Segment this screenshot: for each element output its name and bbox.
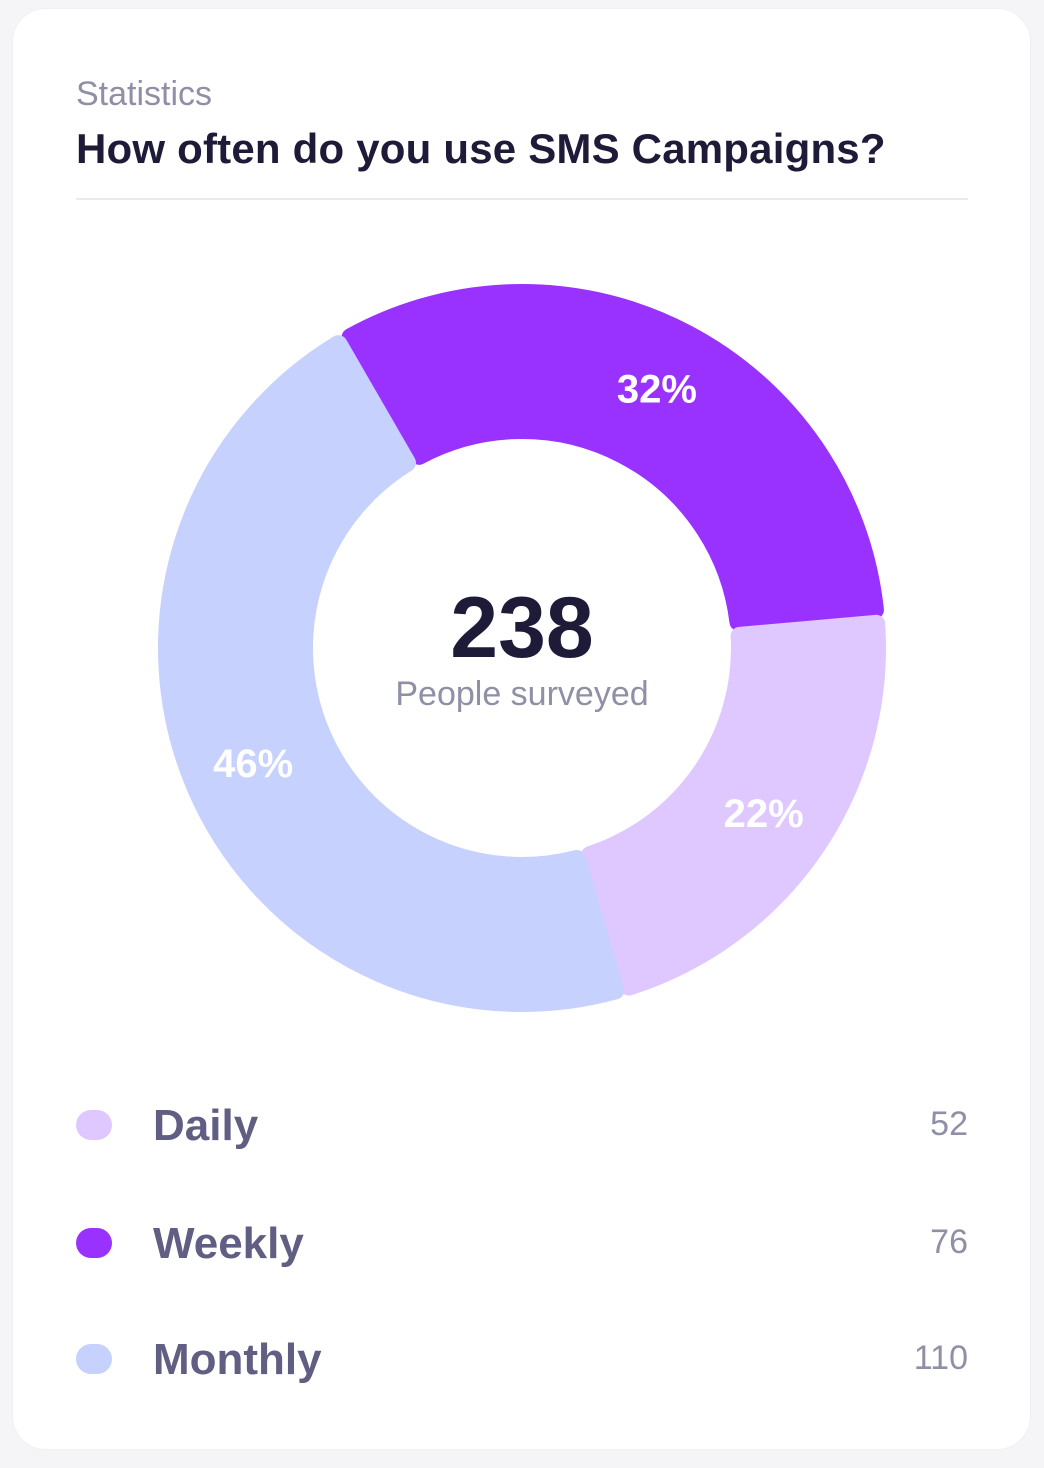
total-count: 238: [450, 580, 594, 676]
legend-value: 110: [913, 1339, 968, 1377]
title-divider: [76, 198, 968, 200]
legend-dot-daily: [76, 1110, 112, 1140]
legend-value: 52: [930, 1105, 968, 1143]
legend-item-monthly: Monthly 110: [76, 1330, 968, 1390]
legend-item-weekly: Weekly 76: [76, 1214, 968, 1274]
donut-label-daily: 22%: [724, 792, 804, 836]
donut-label-monthly: 46%: [213, 742, 293, 786]
card-eyebrow: Statistics: [76, 75, 213, 113]
card-title: How often do you use SMS Campaigns?: [76, 125, 886, 172]
total-caption: People surveyed: [395, 675, 649, 713]
legend-value: 76: [930, 1223, 968, 1261]
legend-label: Monthly: [153, 1335, 322, 1384]
legend-item-daily: Daily 52: [76, 1096, 968, 1156]
legend-dot-weekly: [76, 1228, 112, 1258]
donut-slice-daily: [581, 614, 886, 996]
legend-dot-monthly: [76, 1344, 112, 1374]
legend-label: Weekly: [153, 1219, 304, 1268]
donut-label-weekly: 32%: [617, 367, 697, 411]
donut-slice-monthly: [158, 335, 625, 1012]
donut-slice-weekly: [341, 284, 884, 631]
legend-label: Daily: [153, 1101, 259, 1150]
